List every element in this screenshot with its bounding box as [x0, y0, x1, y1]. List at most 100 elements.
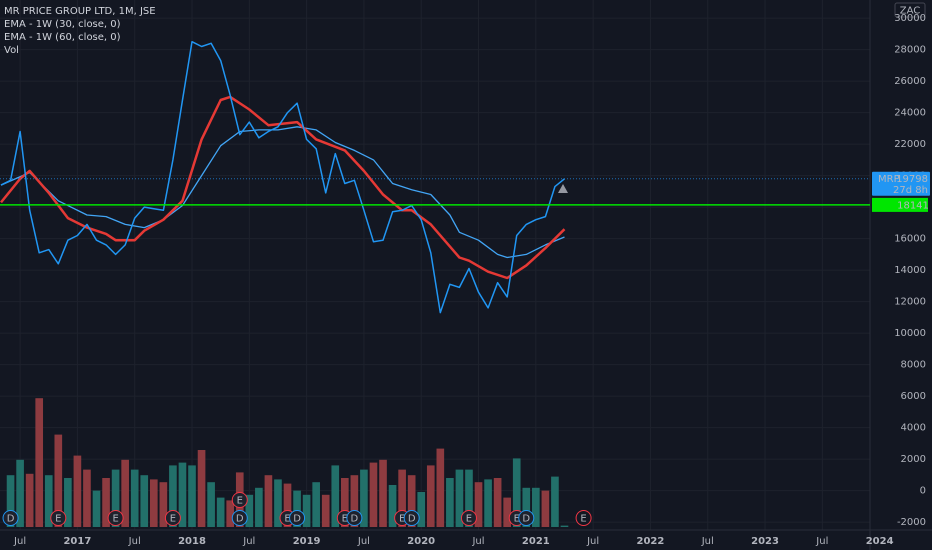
legend-entry: EMA - 1W (60, close, 0): [4, 32, 121, 43]
volume-bar: [407, 475, 416, 527]
volume-bar: [560, 525, 569, 527]
x-tick-label: 2017: [63, 536, 91, 547]
volume-bar: [197, 450, 206, 527]
x-tick-label: Jul: [586, 536, 599, 547]
y-tick-label: 8000: [901, 360, 926, 371]
last-price-box: [872, 171, 930, 196]
volume-bar: [169, 465, 177, 527]
event-label: E: [514, 514, 520, 525]
event-label: E: [399, 514, 405, 525]
y-tick-label: 26000: [894, 76, 926, 87]
y-tick-label: 4000: [901, 423, 926, 434]
y-tick-label: 24000: [894, 108, 926, 119]
y-tick-label: 6000: [901, 391, 926, 402]
volume-bar: [446, 478, 454, 527]
volume-bar: [130, 469, 139, 527]
event-marker: [518, 510, 535, 526]
volume-bar: [417, 492, 426, 527]
legend-entry: EMA - 1W (30, close, 0): [4, 19, 121, 30]
x-tick-label: Jul: [701, 536, 714, 547]
line-series: [0, 126, 565, 259]
event-marker: [164, 510, 181, 526]
x-tick-label: 2022: [637, 536, 665, 547]
x-tick-label: 2021: [522, 536, 550, 547]
event-label: D: [236, 514, 244, 525]
volume-bar: [493, 478, 502, 527]
event-label: E: [284, 514, 290, 525]
volume-bar: [64, 478, 72, 527]
volume-bar: [340, 478, 349, 527]
volume-bar: [484, 479, 492, 527]
volume-bar: [426, 465, 435, 527]
event-marker: [460, 510, 477, 526]
volume-bar: [226, 500, 235, 527]
volume-bar: [73, 455, 82, 527]
event-marker: [575, 510, 592, 526]
x-tick-label: Jul: [128, 536, 141, 547]
x-tick-label: 2023: [751, 536, 779, 547]
volume-bar: [302, 494, 311, 527]
volume-bar: [255, 487, 263, 527]
y-tick-label: 0: [920, 486, 926, 497]
volume-bar: [6, 475, 15, 527]
legend-entry: MR PRICE GROUP LTD, 1M, JSE: [4, 6, 156, 17]
event-label: E: [170, 514, 176, 525]
volume-bar: [436, 448, 445, 527]
event-label: E: [342, 514, 348, 525]
event-label: E: [580, 514, 586, 525]
event-label: E: [466, 514, 472, 525]
volume-bar: [216, 497, 225, 527]
volume-bar: [455, 469, 464, 527]
volume-bar: [54, 434, 63, 527]
y-tick-label: 2000: [901, 454, 926, 465]
x-tick-label: 2019: [293, 536, 321, 547]
volume-bar: [321, 494, 330, 527]
volume-bar: [188, 465, 196, 527]
level-label: 18141: [897, 200, 929, 211]
x-tick-label: 2018: [178, 536, 206, 547]
volume-bar: [293, 490, 301, 527]
y-tick-label: 28000: [894, 45, 926, 56]
volume-bar: [512, 458, 521, 527]
event-label: D: [408, 514, 416, 525]
volume-bar: [121, 459, 129, 527]
volume-bar: [532, 487, 540, 527]
volume-bar: [331, 465, 340, 527]
y-tick-label: 22000: [894, 139, 926, 150]
x-tick-label: Jul: [357, 536, 370, 547]
volume-bar: [522, 487, 531, 527]
event-marker: [403, 510, 420, 526]
x-tick-label: 2020: [407, 536, 435, 547]
volume-bar: [541, 490, 550, 527]
currency-box: [894, 2, 926, 18]
volume-bar: [102, 478, 110, 527]
y-tick-label: 14000: [894, 265, 926, 276]
volume-bar: [245, 494, 254, 527]
level-label-box: [872, 197, 928, 212]
alert-marker: [558, 184, 568, 193]
volume-bar: [465, 469, 473, 527]
volume-bar: [474, 482, 483, 527]
event-marker: [2, 510, 19, 526]
event-marker: [231, 492, 248, 508]
y-tick-label: 10000: [894, 328, 926, 339]
x-tick-label: 2024: [866, 536, 894, 547]
volume-bar: [312, 482, 320, 527]
event-label: E: [55, 514, 61, 525]
event-label: E: [237, 496, 243, 507]
x-tick-label: Jul: [242, 536, 255, 547]
event-label: D: [7, 514, 15, 525]
y-tick-label: 30000: [894, 13, 926, 24]
volume-bar: [83, 469, 91, 527]
volume-bar: [388, 485, 397, 527]
legend-entry: Vol: [4, 45, 19, 56]
volume-bar: [25, 473, 34, 527]
volume-bar: [503, 497, 511, 527]
last-price-symbol: MRP: [878, 174, 900, 185]
last-price-value: 19798: [896, 174, 928, 185]
volume-bar: [207, 482, 215, 527]
volume-bar: [92, 490, 101, 527]
volume-bar: [140, 475, 149, 527]
event-label: D: [522, 514, 530, 525]
